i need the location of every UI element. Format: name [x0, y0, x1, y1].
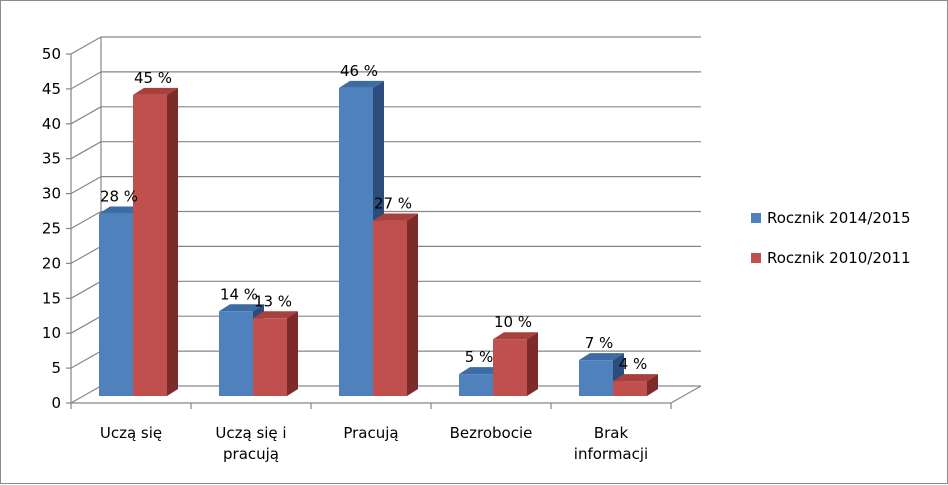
- gridline-depth: [70, 210, 102, 230]
- legend-label: Rocznik 2010/2011: [767, 249, 911, 267]
- gridline-depth: [70, 385, 102, 404]
- bar-series-1: [459, 374, 493, 396]
- y-tick-label: 30: [42, 185, 61, 203]
- gridline-depth: [70, 245, 102, 264]
- data-labels: 28 % 45 % 14 %13 % 46 % 27 % 5 %10 % 7 % 4 %: [100, 62, 647, 373]
- y-tick-label: 50: [42, 45, 61, 63]
- bar-top-2: [133, 87, 178, 95]
- bar-side-2: [647, 374, 658, 396]
- legend-swatch-2: [751, 253, 761, 263]
- y-axis-ticks: 0 5 10 15 20 25 30 35 40 45 50: [42, 45, 61, 412]
- gridline-depth: [70, 280, 102, 299]
- x-category-label: pracują: [223, 445, 279, 463]
- data-label: 5 %: [465, 348, 494, 366]
- bar-side-2: [407, 213, 418, 396]
- y-tick-label: 35: [42, 150, 61, 168]
- gridline-depth: [70, 176, 102, 195]
- bar-top-1: [339, 80, 384, 88]
- data-label: 4 %: [619, 355, 648, 373]
- gridline-depth: [70, 36, 102, 55]
- y-tick-label: 20: [42, 254, 61, 272]
- bar-side-2: [167, 87, 178, 397]
- data-label: 46 %: [340, 62, 378, 80]
- bar-top-1: [579, 353, 624, 361]
- bar-series-1: [579, 360, 613, 396]
- legend: Rocznik 2014/2015 Rocznik 2010/2011: [751, 209, 911, 267]
- bar-series-2: [493, 339, 527, 396]
- y-tick-label: 40: [42, 115, 61, 133]
- y-tick-label: 25: [42, 220, 61, 238]
- data-label: 7 %: [585, 334, 614, 352]
- y-tick-label: 5: [51, 359, 61, 377]
- bar-top-1: [459, 367, 504, 375]
- x-category-label: Uczą się i: [215, 424, 286, 442]
- data-label: 13 %: [254, 292, 292, 310]
- x-category-label: informacji: [574, 445, 648, 463]
- gridline-depth: [70, 71, 102, 90]
- bar-side-2: [287, 311, 298, 396]
- bar-top-2: [373, 213, 418, 221]
- data-label: 14 %: [220, 285, 258, 303]
- x-category-label: Brak: [594, 424, 629, 442]
- bars: [99, 80, 658, 397]
- x-category-label: Pracują: [343, 424, 398, 442]
- floor-right-edge: [670, 385, 702, 404]
- bar-top-1: [99, 206, 144, 214]
- bar-series-1: [339, 87, 373, 397]
- bar-series-2: [613, 381, 647, 396]
- bar-series-2: [253, 318, 287, 396]
- bar-series-2: [133, 94, 167, 397]
- bar-top-1: [219, 304, 264, 312]
- data-label: 45 %: [134, 69, 172, 87]
- y-tick-label: 15: [42, 289, 61, 307]
- data-label: 10 %: [494, 313, 532, 331]
- x-category-label: Bezrobocie: [450, 424, 533, 442]
- gridline-depth: [70, 350, 102, 369]
- y-tick-label: 45: [42, 80, 61, 98]
- bar-series-1: [99, 213, 133, 396]
- legend-label: Rocznik 2014/2015: [767, 209, 911, 227]
- bar-top-2: [493, 332, 538, 340]
- y-tick-label: 10: [42, 324, 61, 342]
- bar-side-2: [527, 332, 538, 396]
- bar-series-2: [373, 220, 407, 396]
- gridline-depth: [70, 315, 102, 334]
- legend-swatch-1: [751, 213, 761, 223]
- data-label: 27 %: [374, 195, 412, 213]
- x-category-label: Uczą się: [100, 424, 162, 442]
- gridline-depth: [70, 106, 102, 125]
- gridline-depth: [70, 141, 102, 160]
- data-label: 28 %: [100, 188, 138, 206]
- bar-top-2: [613, 374, 658, 382]
- bar-top-2: [253, 311, 298, 319]
- bar-series-1: [219, 311, 253, 396]
- x-axis-categories: Uczą się Uczą się i pracują Pracują Bezroboc…: [100, 424, 648, 463]
- y-tick-label: 0: [51, 394, 61, 412]
